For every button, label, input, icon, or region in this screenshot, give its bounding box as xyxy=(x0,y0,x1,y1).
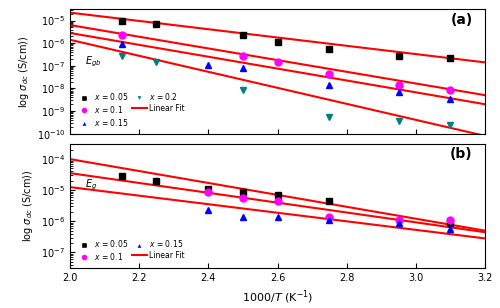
Text: (b): (b) xyxy=(450,147,472,161)
Y-axis label: log $\sigma_{dc}$ (S/cm)): log $\sigma_{dc}$ (S/cm)) xyxy=(22,169,36,242)
Text: (a): (a) xyxy=(450,13,472,27)
Legend: $x$ = 0.05, $x$ = 0.1, $x$ = 0.15, Linear Fit: $x$ = 0.05, $x$ = 0.1, $x$ = 0.15, Linea… xyxy=(74,236,188,264)
X-axis label: 1000/$T$ (K$^{-1}$): 1000/$T$ (K$^{-1}$) xyxy=(242,288,313,306)
Text: $E_{gb}$: $E_{gb}$ xyxy=(84,55,101,69)
Text: $E_{g}$: $E_{g}$ xyxy=(84,177,96,192)
Legend: $x$ = 0.05, $x$ = 0.1, $x$ = 0.15, $x$ = 0.2, Linear Fit: $x$ = 0.05, $x$ = 0.1, $x$ = 0.15, $x$ =… xyxy=(74,89,188,130)
Y-axis label: log $\sigma_{dc}$ (S/cm)): log $\sigma_{dc}$ (S/cm)) xyxy=(17,35,31,108)
